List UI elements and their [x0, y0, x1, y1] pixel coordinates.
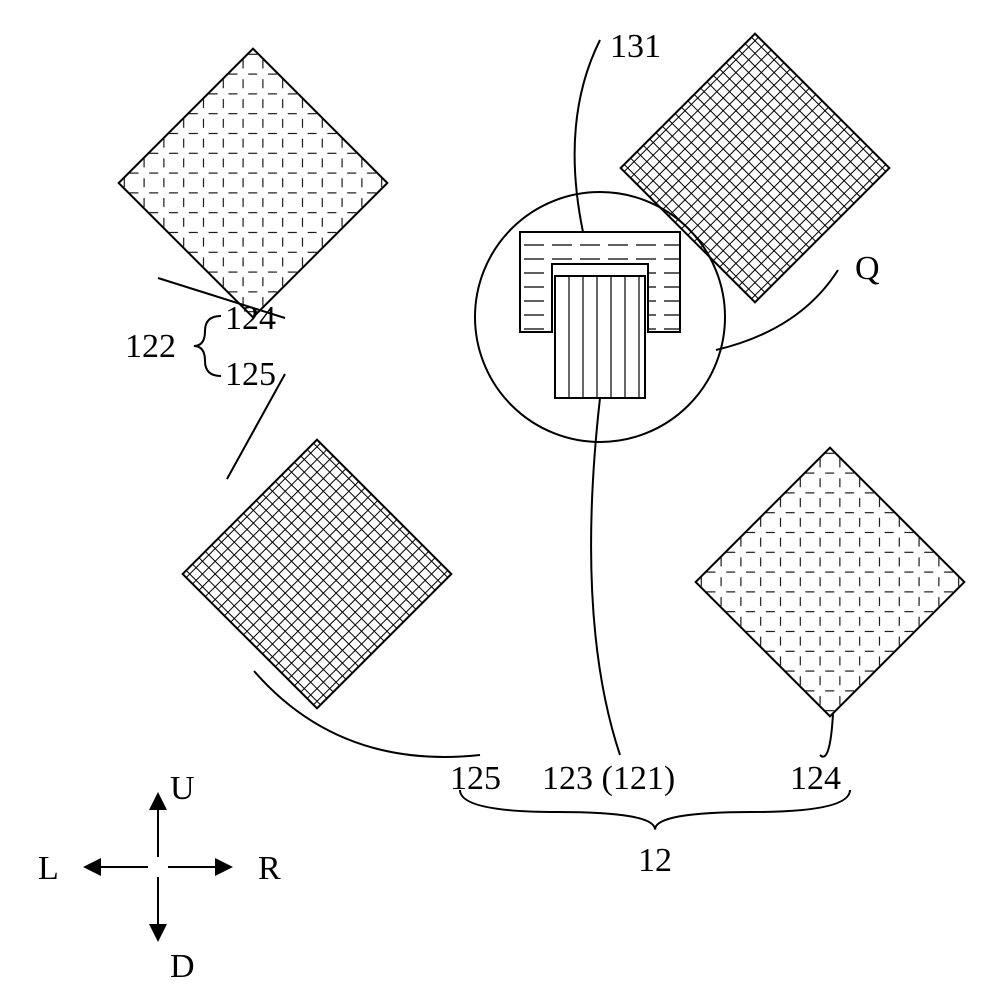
diagram-canvas	[0, 0, 1000, 981]
label-124-bottom: 124	[790, 760, 841, 798]
label-124-left: 124	[225, 300, 276, 338]
label-131: 131	[610, 28, 661, 66]
square-bottom-left	[183, 440, 452, 709]
label-Q: Q	[855, 250, 880, 288]
center-striped-block	[555, 276, 645, 398]
label-123: 123 (121)	[542, 760, 675, 798]
axis-D: D	[170, 948, 195, 986]
axis-L: L	[38, 850, 59, 888]
label-122: 122	[125, 328, 176, 366]
leader-123	[591, 398, 620, 755]
label-125-left: 125	[225, 356, 276, 394]
leader-124-bottom	[820, 714, 833, 757]
label-125-bottom: 125	[450, 760, 501, 798]
square-bottom-right	[696, 448, 965, 717]
label-12: 12	[638, 842, 672, 880]
brace-122	[194, 316, 221, 376]
leader-125-bottom	[254, 671, 480, 757]
square-top-left	[119, 49, 388, 318]
axis-R: R	[258, 850, 281, 888]
leader-131	[575, 40, 600, 232]
axis-U: U	[170, 770, 195, 808]
